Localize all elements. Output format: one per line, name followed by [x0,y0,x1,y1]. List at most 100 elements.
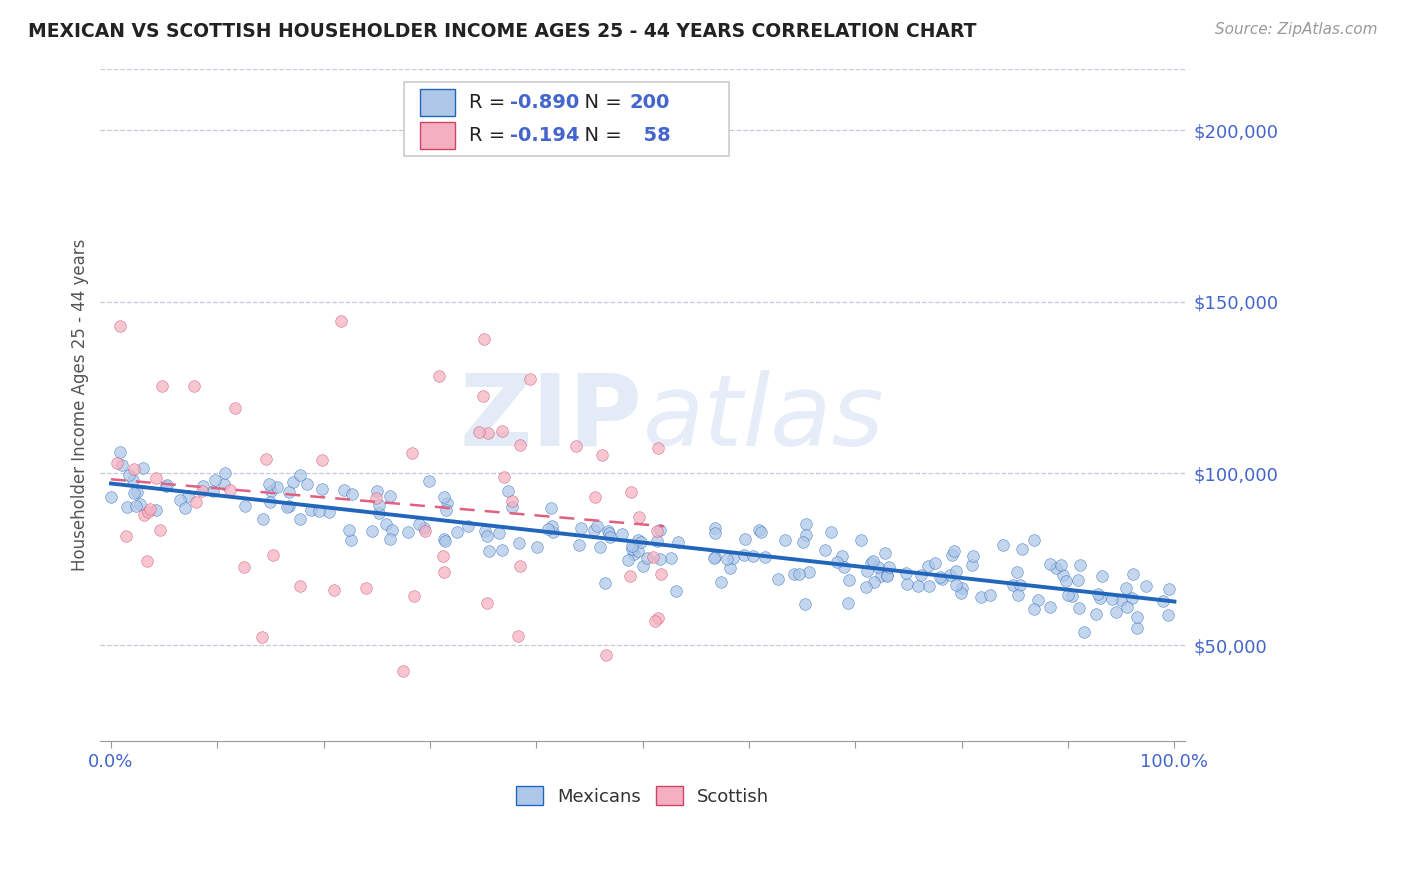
Point [1052,568,1074,582]
Point [105,456,128,470]
Point [145,471,167,485]
Point [498,483,520,498]
Point [1007,565,1029,579]
Point [1057,588,1080,602]
Point [436,496,458,510]
Point [855,580,877,594]
Point [851,533,873,547]
Point [962,549,984,563]
Point [183,379,205,393]
Point [620,539,643,553]
Point [582,523,605,537]
Point [368,498,391,512]
Point [929,570,952,584]
Point [1121,591,1143,605]
Point [1039,599,1062,614]
Point [910,568,932,582]
Point [224,401,246,416]
Point [659,550,682,565]
Point [1069,601,1091,615]
Point [643,549,665,564]
Point [308,504,330,518]
Point [766,572,789,586]
Point [876,568,898,582]
Point [299,503,322,517]
Point [917,558,939,573]
Point [475,529,498,543]
Point [472,332,495,346]
Point [491,543,513,558]
Point [433,532,456,546]
Point [943,544,966,558]
Point [794,517,817,532]
Point [945,564,967,578]
Point [145,503,167,517]
Point [792,534,814,549]
Point [526,540,548,554]
Point [585,490,607,504]
Point [117,468,139,483]
Point [418,474,440,488]
Point [472,389,495,403]
Point [541,524,564,539]
Point [924,556,946,570]
Point [408,517,430,532]
Point [322,583,344,598]
Point [169,492,191,507]
Point [340,533,363,548]
Point [1049,558,1071,573]
Point [177,489,200,503]
Point [838,573,860,587]
Point [401,445,423,459]
Point [734,532,756,546]
Point [509,438,531,452]
Point [364,491,387,506]
Point [252,512,274,526]
Point [311,453,333,467]
Point [820,525,842,540]
Point [254,452,277,467]
Point [793,597,815,611]
Point [716,551,738,566]
Point [591,448,613,462]
Point [1060,589,1083,603]
Point [1002,578,1025,592]
Point [859,556,882,570]
Point [128,497,150,511]
Point [907,579,929,593]
Point [288,467,311,482]
Point [979,588,1001,602]
Text: ZIP: ZIP [460,370,643,467]
Point [733,548,755,562]
Point [704,526,727,541]
Point [704,521,727,535]
Point [433,490,456,504]
Point [748,523,770,537]
Point [214,466,236,480]
Point [378,532,401,546]
Point [1022,533,1045,547]
Point [111,458,134,472]
Point [318,505,340,519]
Point [266,480,288,494]
Point [650,566,672,581]
Point [127,485,149,500]
Point [866,559,889,574]
Point [138,505,160,519]
Point [259,476,281,491]
FancyBboxPatch shape [404,82,730,156]
Point [281,475,304,490]
Point [381,523,404,537]
Point [917,579,939,593]
Point [1045,561,1067,575]
Point [1157,608,1180,623]
Point [501,494,523,508]
Point [1115,581,1137,595]
Point [598,526,620,541]
Point [1087,587,1109,601]
Point [666,534,689,549]
Point [1069,558,1091,573]
Point [631,559,654,574]
Point [636,551,658,566]
Point [1022,602,1045,616]
